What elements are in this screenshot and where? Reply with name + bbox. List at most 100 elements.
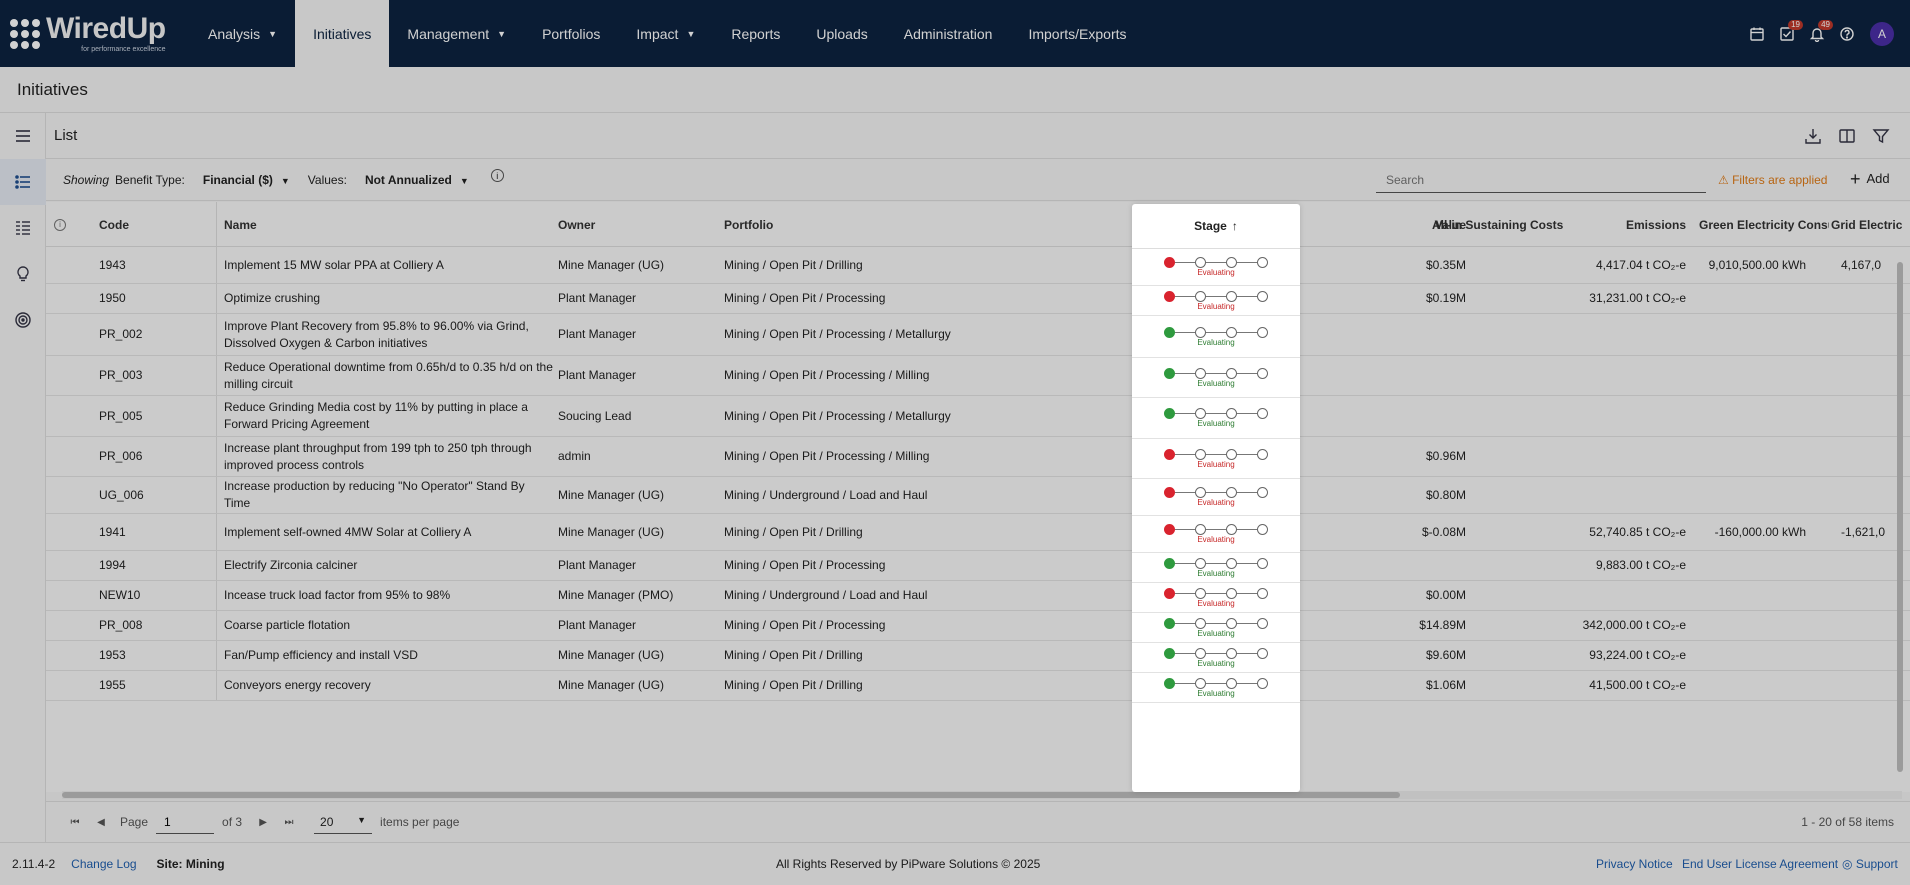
table-row[interactable]: 1950 Optimize crushing Plant Manager Mining…: [46, 284, 1910, 314]
nav-item-imports-exports[interactable]: Imports/Exports: [1010, 0, 1144, 67]
columns-layout-icon[interactable]: [1830, 121, 1864, 151]
nav-item-analysis[interactable]: Analysis ▼: [190, 0, 295, 67]
stage-cell[interactable]: Evaluating: [1132, 286, 1300, 316]
page-number-input[interactable]: [156, 810, 215, 834]
cell-name[interactable]: Coarse particle flotation: [224, 618, 351, 632]
cell-name[interactable]: Electrify Zirconia calciner: [224, 558, 358, 572]
prev-page-icon[interactable]: ◀: [97, 816, 105, 828]
notifications-badge: 49: [1818, 19, 1833, 30]
table-row[interactable]: 1941 Implement self-owned 4MW Solar at Co…: [46, 514, 1910, 551]
header-green-electricity[interactable]: Green Electricity Consur: [1699, 217, 1829, 232]
table-row[interactable]: PR_003 Reduce Operational downtime from 0…: [46, 356, 1910, 396]
header-stage[interactable]: Stage ↑: [1132, 204, 1300, 249]
cell-name[interactable]: Fan/Pump efficiency and install VSD: [224, 648, 418, 662]
cell-name[interactable]: Implement 15 MW solar PPA at Colliery A: [224, 257, 444, 272]
nav-item-reports[interactable]: Reports: [713, 0, 798, 67]
table-row[interactable]: 1994 Electrify Zirconia calciner Plant Man…: [46, 551, 1910, 581]
header-sustaining-costs[interactable]: All-in Sustaining Costs: [1432, 217, 1564, 232]
header-emissions[interactable]: Emissions: [1625, 217, 1686, 232]
calendar-icon[interactable]: [1742, 19, 1772, 49]
cell-emissions: 41,500.00 t CO₂-e: [1589, 678, 1686, 692]
benefit-type-select[interactable]: Financial ($) ▼: [203, 173, 290, 187]
stage-current-dot: [1164, 290, 1175, 302]
cell-name[interactable]: Reduce Grinding Media cost by 11% by put…: [224, 400, 528, 431]
notifications-bell-icon[interactable]: 49: [1802, 19, 1833, 49]
next-page-icon[interactable]: ▶: [259, 816, 267, 828]
filters-applied-warning[interactable]: ⚠ Filters are applied: [1718, 173, 1828, 187]
radar-icon[interactable]: [0, 297, 46, 343]
stage-cell[interactable]: Evaluating: [1132, 249, 1300, 286]
cell-name[interactable]: Increase plant throughput from 199 tph t…: [224, 440, 532, 472]
table-row[interactable]: PR_008 Coarse particle flotation Plant Man…: [46, 611, 1910, 641]
cell-name[interactable]: Conveyors energy recovery: [224, 678, 371, 692]
table-row[interactable]: 1943 Implement 15 MW solar PPA at Collier…: [46, 247, 1910, 284]
last-page-icon[interactable]: ⏭: [284, 816, 294, 828]
filter-funnel-icon[interactable]: [1864, 121, 1898, 151]
stage-cell[interactable]: Evaluating: [1132, 358, 1300, 398]
hamburger-menu-icon[interactable]: [0, 113, 46, 159]
header-name[interactable]: Name: [224, 217, 257, 232]
idea-lightbulb-icon[interactable]: [0, 251, 46, 297]
eula-link[interactable]: End User License Agreement: [1682, 857, 1839, 871]
cell-name[interactable]: Reduce Operational downtime from 0.65h/d…: [224, 359, 553, 391]
cell-portfolio: Mining / Underground / Load and Haul: [724, 487, 928, 502]
table-row[interactable]: PR_005 Reduce Grinding Media cost by 11% …: [46, 396, 1910, 437]
header-grid-electricity[interactable]: Grid Electric: [1831, 217, 1903, 232]
table-row[interactable]: 1953 Fan/Pump efficiency and install VSD M…: [46, 641, 1910, 671]
first-page-icon[interactable]: ⏮: [70, 816, 80, 828]
header-code[interactable]: Code: [99, 217, 129, 232]
stage-cell[interactable]: Evaluating: [1132, 673, 1300, 703]
detail-list-icon[interactable]: [0, 205, 46, 251]
cell-name[interactable]: Increase production by reducing "No Oper…: [224, 479, 525, 510]
cell-name[interactable]: Incease truck load factor from 95% to 98…: [224, 588, 451, 602]
nav-item-initiatives[interactable]: Initiatives: [295, 0, 390, 67]
stage-cell[interactable]: Evaluating: [1132, 516, 1300, 553]
cell-name[interactable]: Optimize crushing: [224, 291, 321, 305]
nav-item-management[interactable]: Management ▼: [389, 0, 524, 67]
stage-column: Stage ↑ Evaluating Evaluating Evaluating Ev…: [1132, 204, 1300, 792]
table-row[interactable]: PR_002 Improve Plant Recovery from 95.8% …: [46, 314, 1910, 356]
nav-item-administration[interactable]: Administration: [886, 0, 1011, 67]
tasks-icon[interactable]: 19: [1772, 19, 1803, 49]
nav-item-portfolios[interactable]: Portfolios: [524, 0, 618, 67]
cell-green: [1666, 396, 1806, 436]
cell-code: 1950: [99, 291, 126, 305]
stage-cell[interactable]: Evaluating: [1132, 613, 1300, 643]
wiredup-logo[interactable]: WiredUp for performance excellence: [0, 0, 190, 67]
info-icon[interactable]: i: [490, 169, 504, 182]
stage-cell[interactable]: Evaluating: [1132, 583, 1300, 613]
search-input[interactable]: [1376, 167, 1706, 193]
table-row[interactable]: 1955 Conveyors energy recovery Mine Manage…: [46, 671, 1910, 701]
add-button[interactable]: + Add: [1850, 170, 1890, 188]
change-log-link[interactable]: Change Log: [71, 857, 137, 871]
table-row[interactable]: NEW10 Incease truck load factor from 95% …: [46, 581, 1910, 611]
cell-owner: Mine Manager (UG): [558, 487, 665, 502]
cell-name[interactable]: Improve Plant Recovery from 95.8% to 96.…: [224, 318, 529, 350]
nav-item-uploads[interactable]: Uploads: [798, 0, 885, 67]
cell-owner: admin: [558, 449, 591, 463]
table-row[interactable]: UG_006 Increase production by reducing "N…: [46, 477, 1910, 514]
support-link[interactable]: ◎ Support: [1842, 857, 1898, 871]
privacy-notice-link[interactable]: Privacy Notice: [1596, 857, 1673, 871]
horizontal-scrollbar[interactable]: [62, 791, 1902, 799]
items-per-page-select[interactable]: 20 ▼: [314, 811, 373, 834]
header-value[interactable]: Value: [1434, 217, 1466, 232]
vertical-scrollbar[interactable]: [1896, 250, 1904, 790]
values-select[interactable]: Not Annualized ▼: [365, 173, 469, 187]
header-info-icon[interactable]: i: [54, 202, 74, 247]
stage-cell[interactable]: Evaluating: [1132, 316, 1300, 358]
stage-cell[interactable]: Evaluating: [1132, 479, 1300, 516]
list-view-icon[interactable]: [0, 159, 46, 205]
user-avatar[interactable]: A: [1870, 21, 1894, 46]
table-row[interactable]: PR_006 Increase plant throughput from 199…: [46, 437, 1910, 477]
nav-item-impact[interactable]: Impact ▼: [618, 0, 713, 67]
stage-cell[interactable]: Evaluating: [1132, 439, 1300, 479]
stage-cell[interactable]: Evaluating: [1132, 643, 1300, 673]
stage-cell[interactable]: Evaluating: [1132, 553, 1300, 583]
header-portfolio[interactable]: Portfolio: [724, 217, 774, 232]
stage-cell[interactable]: Evaluating: [1132, 398, 1300, 439]
export-download-icon[interactable]: [1796, 121, 1830, 151]
help-icon[interactable]: [1832, 19, 1862, 49]
cell-name[interactable]: Implement self-owned 4MW Solar at Collie…: [224, 524, 472, 539]
header-owner[interactable]: Owner: [558, 217, 596, 232]
